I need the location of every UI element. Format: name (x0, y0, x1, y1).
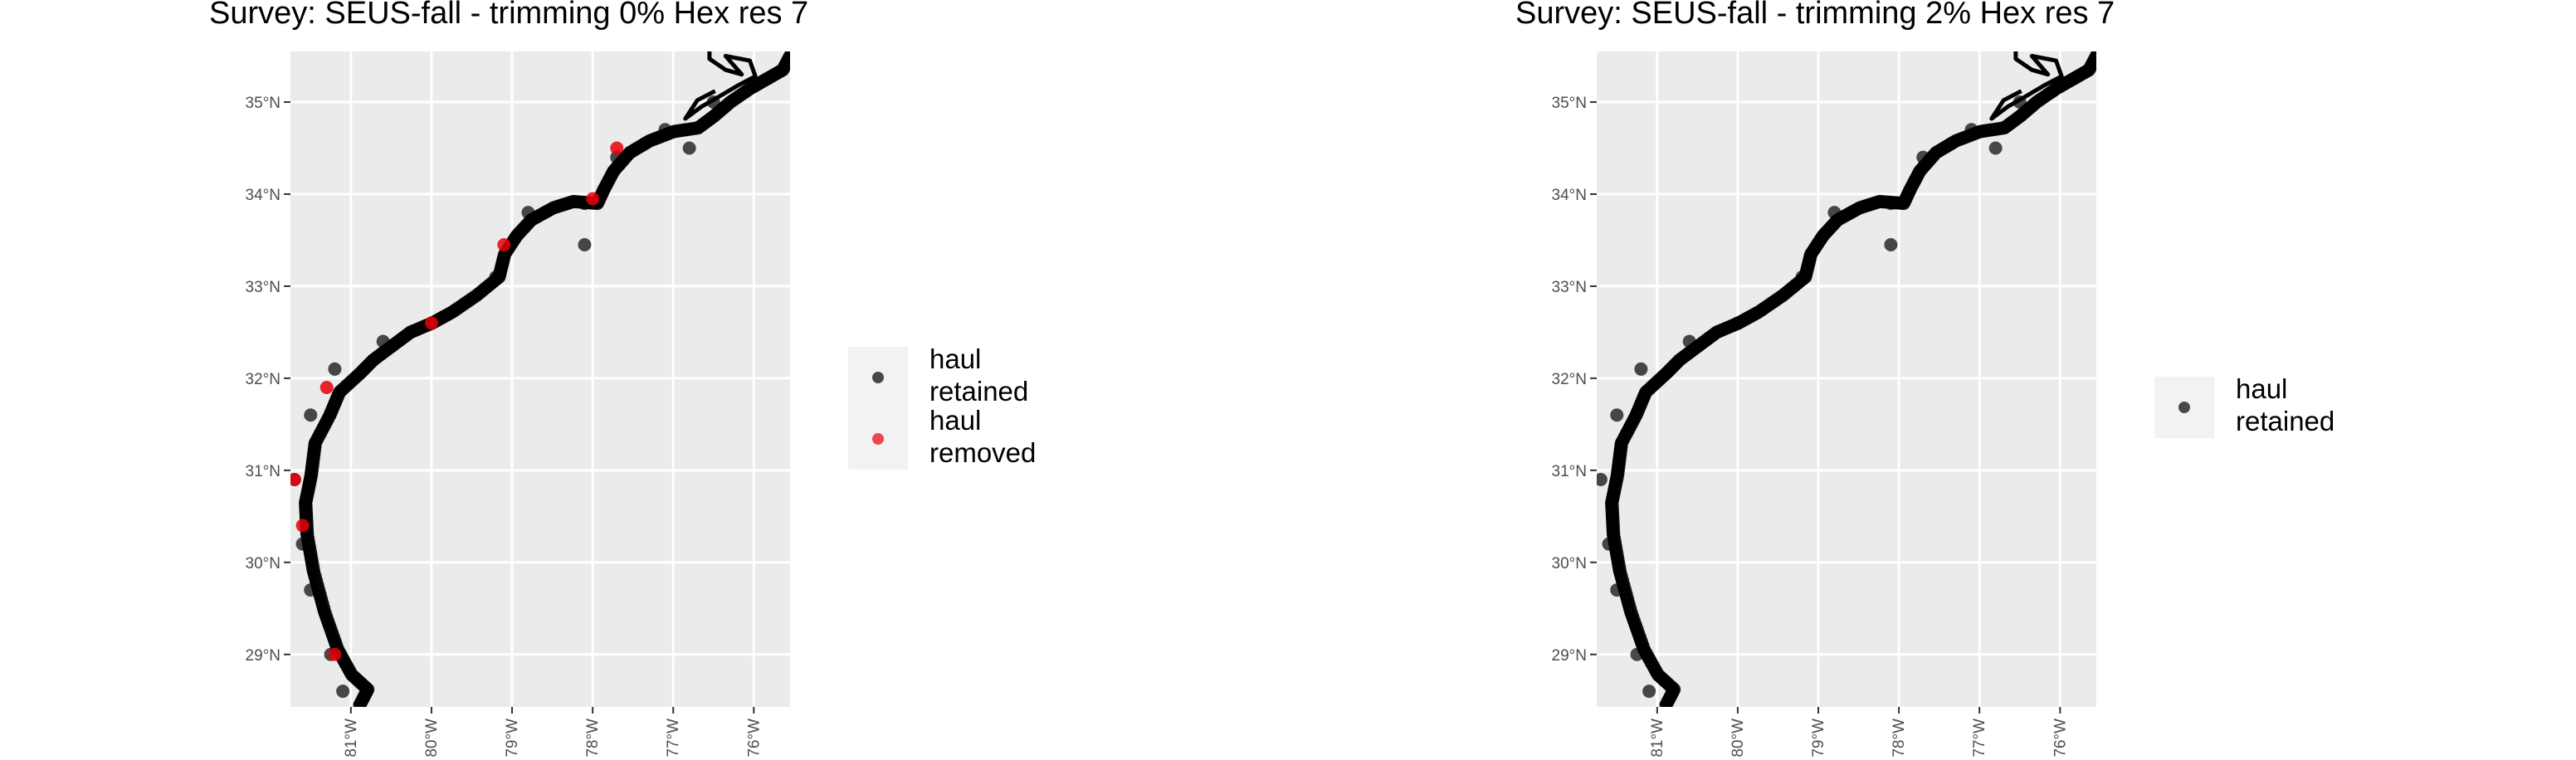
haul-removed-point (497, 238, 511, 252)
haul-retained-point (1610, 408, 1624, 422)
legend-label-line: retained (929, 376, 1028, 407)
x-tick-label: 77°W (1971, 719, 1988, 758)
haul-removed-point (610, 141, 624, 155)
plot-area (1597, 51, 2096, 707)
legend-label-line: removed (929, 437, 1036, 468)
chart-title: Survey: SEUS-fall - trimming 2% Hex res … (1515, 0, 2115, 31)
coastline-sound (683, 51, 758, 121)
y-tick-label: 29°N (1552, 647, 1587, 665)
chart-panel-1: Survey: SEUS-fall - trimming 0% Hex res … (209, 0, 1036, 758)
haul-retained-point (1682, 334, 1696, 348)
haul-cluster-point (2091, 51, 2096, 61)
haul-retained-point (1634, 362, 1648, 376)
legend-label: haul retained (929, 343, 1028, 407)
plot-area (290, 51, 790, 707)
haul-retained-point (1884, 197, 1898, 211)
haul-retained-point (376, 334, 390, 348)
legend-removed-marker (872, 433, 884, 445)
haul-removed-point (290, 472, 301, 486)
legend-label: haul removed (929, 405, 1036, 468)
haul-retained-point (2013, 95, 2027, 110)
haul-retained-point (328, 362, 342, 376)
chart-panel-2: Survey: SEUS-fall - trimming 2% Hex res … (1515, 0, 2334, 758)
coastline-sound (1989, 51, 2064, 121)
x-tick-label: 78°W (1891, 719, 1908, 758)
y-tick-label: 34°N (246, 187, 281, 204)
legend-retained-marker (872, 372, 884, 383)
x-tick-label: 79°W (1810, 719, 1827, 758)
x-tick-label: 77°W (665, 719, 682, 758)
haul-retained-point (1602, 537, 1616, 551)
haul-retained-point (1964, 123, 1978, 137)
x-tick-label: 79°W (504, 719, 521, 758)
x-tick-label: 76°W (745, 719, 763, 758)
legend-label-line: haul (2236, 373, 2287, 404)
y-tick-label: 35°N (246, 95, 281, 112)
haul-retained-point (706, 95, 720, 110)
haul-retained-point (682, 141, 696, 155)
x-tick-label: 80°W (423, 719, 441, 758)
haul-retained-point (610, 150, 624, 164)
y-tick-label: 30°N (1552, 555, 1587, 572)
y-tick-label: 29°N (246, 647, 281, 665)
chart-title: Survey: SEUS-fall - trimming 0% Hex res … (209, 0, 808, 31)
haul-retained-point (658, 123, 672, 137)
legend-label-line: haul (929, 405, 981, 436)
legend-retained-marker (2178, 402, 2190, 413)
haul-retained-point (1642, 684, 1656, 699)
y-tick-label: 31°N (1552, 463, 1587, 480)
haul-removed-point (586, 192, 600, 206)
haul-retained-point (304, 408, 318, 422)
haul-removed-point (295, 519, 310, 533)
y-tick-label: 32°N (246, 371, 281, 388)
haul-cluster-point (784, 51, 790, 61)
haul-retained-point (336, 684, 350, 699)
haul-removed-point (424, 316, 438, 330)
y-tick-label: 35°N (1552, 95, 1587, 112)
legend-label-line: retained (2236, 406, 2334, 436)
legend: haul retained (2154, 373, 2334, 438)
x-tick-label: 80°W (1730, 719, 1747, 758)
y-tick-label: 32°N (1552, 371, 1587, 388)
haul-retained-point (1795, 270, 1809, 284)
haul-retained-point (1916, 150, 1930, 164)
y-tick-label: 30°N (246, 555, 281, 572)
haul-retained-point (1827, 206, 1842, 220)
y-tick-label: 33°N (246, 279, 281, 296)
haul-retained-point (521, 206, 535, 220)
haul-retained-point (1630, 647, 1644, 661)
legend-label: haul retained (2236, 373, 2334, 436)
x-tick-label: 81°W (343, 719, 360, 758)
haul-retained-point (1884, 238, 1898, 252)
haul-removed-point (320, 380, 334, 394)
haul-retained-point (1610, 583, 1624, 597)
haul-retained-point (489, 270, 503, 284)
x-tick-label: 78°W (584, 719, 602, 758)
haul-retained-point (578, 238, 592, 252)
y-tick-label: 34°N (1552, 187, 1587, 204)
haul-retained-point (1944, 136, 1959, 150)
haul-retained-point (1988, 141, 2003, 155)
haul-retained-point (304, 583, 318, 597)
haul-retained-point (1597, 472, 1608, 486)
x-tick-label: 76°W (2052, 719, 2069, 758)
haul-retained-point (638, 136, 652, 150)
x-tick-label: 81°W (1649, 719, 1666, 758)
y-tick-label: 33°N (1552, 279, 1587, 296)
haul-removed-point (328, 647, 342, 661)
haul-retained-point (295, 537, 310, 551)
legend-label-line: haul (929, 343, 981, 374)
haul-retained-point (1730, 316, 1744, 330)
y-tick-label: 31°N (246, 463, 281, 480)
